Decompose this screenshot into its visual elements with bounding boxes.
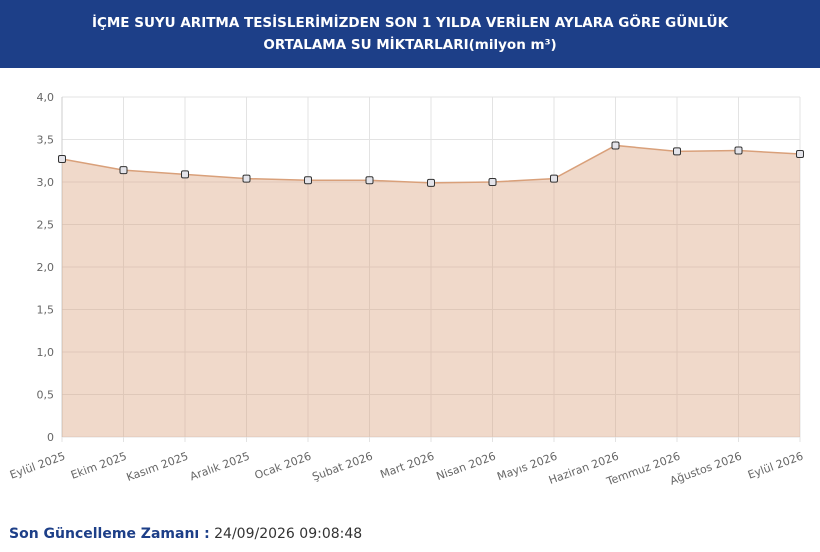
- y-tick-label: 3,0: [37, 176, 55, 189]
- y-tick-label: 0,5: [37, 389, 55, 402]
- header: İÇME SUYU ARITMA TESİSLERİMİZDEN SON 1 Y…: [0, 0, 820, 68]
- chart: 0 0,5 1,0 1,5 2,0 2,5 3,0 3,5 4,0 Eylül 2025 Ekim …: [8, 91, 805, 489]
- point: [181, 170, 189, 179]
- point: [427, 178, 435, 187]
- chart-title: İÇME SUYU ARITMA TESİSLERİMİZDEN SON 1 Y…: [91, 15, 729, 53]
- point: [58, 155, 66, 164]
- point: [488, 178, 497, 186]
- footer-value: 24/09/2026 09:08:48: [214, 526, 363, 542]
- footer-label: Son Güncelleme Zamanı :: [9, 526, 210, 542]
- x-tick-label: Eylül 2026: [746, 450, 805, 482]
- y-tick-label: 3,5: [37, 134, 55, 147]
- point: [119, 166, 128, 175]
- y-tick-label: 4,0: [37, 91, 55, 104]
- point: [242, 174, 251, 183]
- x-tick-label: Ocak 2026: [253, 450, 313, 483]
- point: [673, 147, 681, 156]
- y-tick-label: 2,5: [37, 219, 55, 232]
- y-tick-label: 1,0: [37, 346, 55, 359]
- y-tick-label: 0: [47, 431, 54, 444]
- x-tick-label: Eylül 2025: [8, 450, 67, 482]
- x-tick-label: Aralık 2025: [188, 450, 251, 484]
- point: [611, 141, 620, 150]
- x-tick-label: Ekim 2025: [69, 450, 129, 482]
- area: [62, 145, 800, 437]
- y-tick-label: 1,5: [37, 304, 55, 317]
- y-tick-label: 2,0: [37, 261, 55, 274]
- x-tick-label: Şubat 2026: [310, 450, 374, 484]
- x-tick-label: Kasım 2025: [125, 450, 190, 484]
- x-tick-label: Nisan 2026: [435, 450, 498, 483]
- footer: Son Güncelleme Zamanı : 24/09/2026 09:08…: [9, 526, 362, 542]
- point: [734, 146, 743, 155]
- point: [365, 176, 374, 185]
- point: [796, 149, 804, 158]
- x-tick-label: Mart 2026: [378, 450, 436, 482]
- point: [304, 176, 312, 185]
- point: [550, 174, 558, 183]
